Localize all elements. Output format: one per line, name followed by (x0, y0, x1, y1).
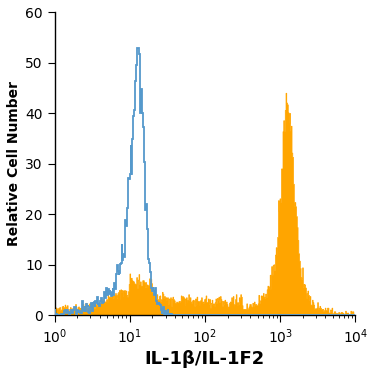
Polygon shape (54, 93, 356, 315)
X-axis label: IL-1β/IL-1F2: IL-1β/IL-1F2 (145, 350, 265, 368)
Y-axis label: Relative Cell Number: Relative Cell Number (7, 81, 21, 246)
